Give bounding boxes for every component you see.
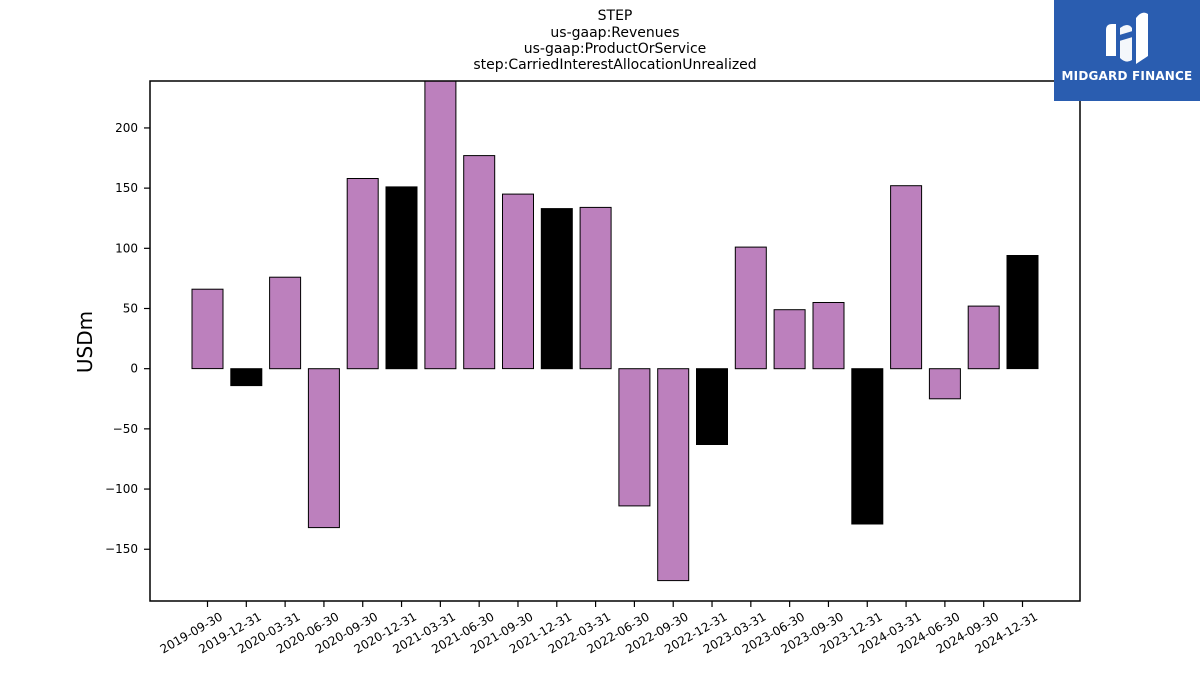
y-tick-label: 200 bbox=[115, 121, 138, 135]
bar-2023-09-30 bbox=[812, 302, 845, 370]
y-tick-label: −50 bbox=[113, 422, 138, 436]
bar-2022-06-30 bbox=[618, 368, 651, 507]
bar-2019-09-30 bbox=[191, 288, 224, 370]
bar-2020-03-31 bbox=[269, 276, 302, 370]
bar-2023-03-31 bbox=[734, 246, 767, 370]
y-tick-label: −100 bbox=[105, 482, 138, 496]
midgard-logo-icon bbox=[1106, 12, 1148, 65]
chart-title-line-4: step:CarriedInterestAllocationUnrealized bbox=[473, 57, 756, 73]
bar-2021-12-31 bbox=[540, 208, 573, 370]
y-tick-label: 100 bbox=[115, 241, 138, 255]
bar-2022-09-30 bbox=[657, 368, 690, 582]
bar-2023-12-31 bbox=[851, 368, 884, 525]
bar-2019-12-31 bbox=[230, 368, 263, 387]
y-axis-label: USDm bbox=[73, 311, 97, 373]
bar-2023-06-30 bbox=[773, 309, 806, 370]
bar-2021-03-31 bbox=[424, 80, 457, 370]
logo-text: MIDGARD FINANCE bbox=[1061, 69, 1193, 83]
chart-title-line-2: us-gaap:Revenues bbox=[550, 25, 679, 41]
bar-2021-06-30 bbox=[463, 155, 496, 370]
y-tick-label: 150 bbox=[115, 181, 138, 195]
y-tick-label: 50 bbox=[123, 302, 138, 316]
brand-logo: MIDGARD FINANCE bbox=[1054, 0, 1200, 101]
chart-title-line-3: us-gaap:ProductOrService bbox=[524, 41, 707, 57]
bar-2024-03-31 bbox=[890, 185, 923, 370]
bar-2021-09-30 bbox=[502, 193, 534, 370]
bars-group bbox=[191, 80, 1039, 582]
bar-2022-03-31 bbox=[579, 206, 612, 370]
bar-2020-12-31 bbox=[385, 186, 418, 370]
x-axis: 2019-09-302019-12-312020-03-312020-06-30… bbox=[158, 601, 1040, 656]
bar-2024-12-31 bbox=[1006, 255, 1039, 370]
plot-frame bbox=[149, 80, 1081, 602]
bar-2024-06-30 bbox=[928, 368, 961, 400]
bar-2024-09-30 bbox=[967, 305, 1000, 370]
y-tick-label: −150 bbox=[105, 542, 138, 556]
bar-2020-06-30 bbox=[307, 368, 340, 529]
y-tick-label: 0 bbox=[130, 362, 138, 376]
bar-2022-12-31 bbox=[696, 368, 728, 446]
bar-2020-09-30 bbox=[346, 178, 379, 370]
y-axis: −150 −100 −50 0 50 100 150 200 bbox=[105, 121, 150, 556]
chart-title-line-1: STEP bbox=[598, 8, 633, 24]
chart-title: STEP us-gaap:Revenues us-gaap:ProductOrS… bbox=[473, 8, 756, 73]
